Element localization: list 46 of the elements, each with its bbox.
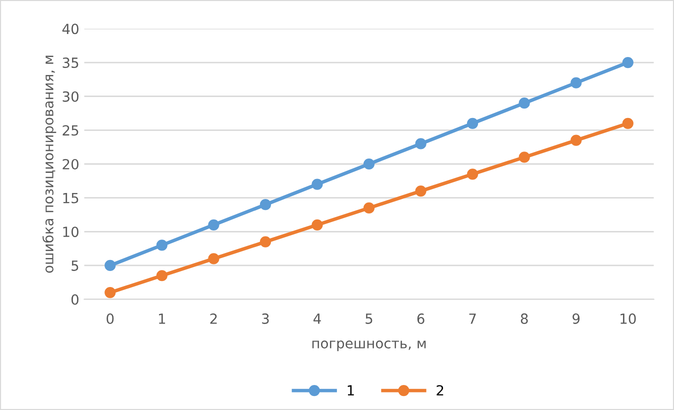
y-tick-label: 20 [62,158,78,170]
x-tick-label: 8 [520,313,528,324]
point [156,240,168,251]
x-tick-label: 2 [210,313,217,324]
point [570,134,582,146]
legend-label: 1 [348,385,354,396]
y-tick-label: 30 [62,91,78,102]
point [260,199,272,210]
x-tick-label: 5 [366,314,372,324]
point [312,178,323,190]
y-tick-label: 35 [62,57,78,68]
point [208,253,220,264]
y-tick-label: 25 [62,125,78,136]
point [312,219,323,230]
y-tick-label: 15 [63,192,78,204]
point [208,219,220,230]
x-tick-label: 10 [620,313,636,324]
point [467,168,478,180]
point [622,118,634,129]
x-tick-label: 4 [314,314,321,324]
point [260,236,272,248]
y-tick-label: 5 [72,260,78,271]
point [415,138,426,150]
point [570,77,582,88]
point [104,260,116,272]
y-tick-label: 10 [63,226,78,238]
x-tick-label: 7 [469,314,476,324]
legend-label: 2 [436,385,444,396]
x-tick-label: 9 [572,313,580,324]
x-tick-label: 0 [106,313,114,324]
point [467,118,478,129]
point [363,202,375,214]
point [104,286,116,298]
x-tick-label: 1 [159,314,166,324]
point [518,98,530,109]
point [415,186,426,197]
y-tick-label: 40 [62,24,78,34]
x-axis-title: погрешность, м [312,340,426,352]
x-tick-label: 6 [417,313,424,324]
y-tick-label: 0 [71,294,78,305]
point [622,56,634,68]
point [156,270,168,282]
x-tick-label: 3 [262,313,269,324]
point [518,152,530,163]
y-axis-title: ошибка позиционирования, м [42,56,56,273]
point [363,158,375,170]
